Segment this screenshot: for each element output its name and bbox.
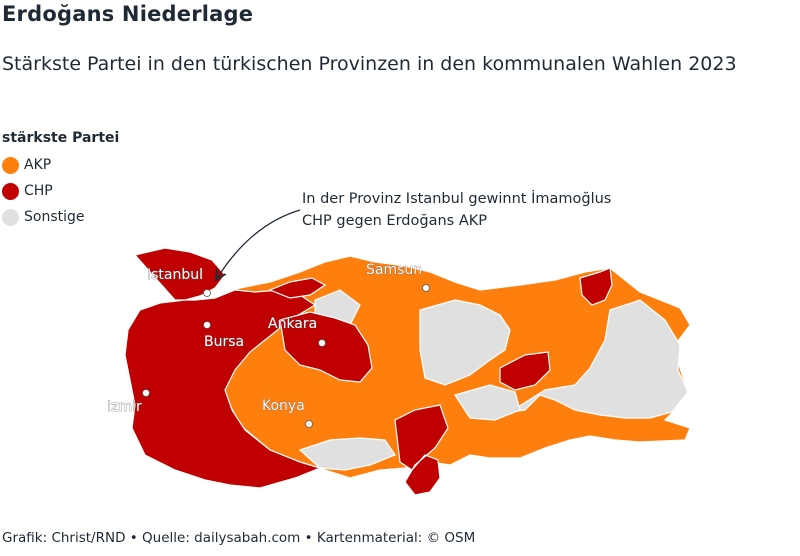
legend-item-chp: CHP	[2, 178, 119, 204]
ankara-label: Ankara	[268, 316, 317, 332]
samsun-label: Samsun	[366, 262, 422, 278]
legend-item-akp: AKP	[2, 152, 119, 178]
bursa-marker	[203, 321, 211, 329]
bursa-label: Bursa	[204, 334, 244, 350]
chp-region-north	[268, 277, 327, 299]
sonstige-region-south	[298, 437, 396, 471]
istanbul-annotation: In der Provinz Istanbul gewinnt İmamoğlu…	[302, 188, 611, 232]
istanbul-label: Istanbul	[147, 267, 203, 283]
ankara-marker	[318, 339, 326, 347]
chp-region-ankara	[279, 311, 373, 383]
footer-credits: Grafik: Christ/RND • Quelle: dailysabah.…	[2, 530, 476, 546]
chart-title: Erdoğans Niederlage	[2, 2, 254, 26]
chp-region-northeast	[579, 267, 613, 306]
chart-subtitle: Stärkste Partei in den türkischen Provin…	[2, 53, 737, 75]
istanbul-marker	[203, 289, 211, 297]
annotation-line-2: CHP gegen Erdoğans AKP	[302, 213, 487, 229]
sonstige-region-center	[454, 384, 521, 421]
chp-region-south-coast	[394, 404, 449, 496]
legend-label-akp: AKP	[24, 157, 52, 173]
konya-label: Konya	[262, 398, 305, 414]
annotation-line-1: In der Provinz Istanbul gewinnt İmamoğlu…	[302, 191, 612, 207]
izmir-label: Izmir	[107, 399, 142, 415]
legend: stärkste Partei AKP CHP Sonstige	[2, 130, 119, 230]
samsun-marker	[422, 284, 430, 292]
izmir-marker	[142, 389, 150, 397]
sonstige-region-southeast	[509, 299, 689, 419]
chp-region-erzincan	[499, 351, 551, 391]
sonstige-region-east	[419, 299, 511, 386]
legend-label-chp: CHP	[24, 183, 53, 199]
chp-swatch	[2, 182, 19, 200]
legend-title: stärkste Partei	[2, 130, 120, 146]
legend-item-sonstige: Sonstige	[2, 204, 119, 230]
konya-marker	[305, 420, 313, 428]
annotation-arrow	[216, 209, 301, 280]
legend-label-sonstige: Sonstige	[24, 209, 85, 225]
akp-swatch	[2, 156, 19, 174]
sonstige-swatch	[2, 208, 19, 226]
